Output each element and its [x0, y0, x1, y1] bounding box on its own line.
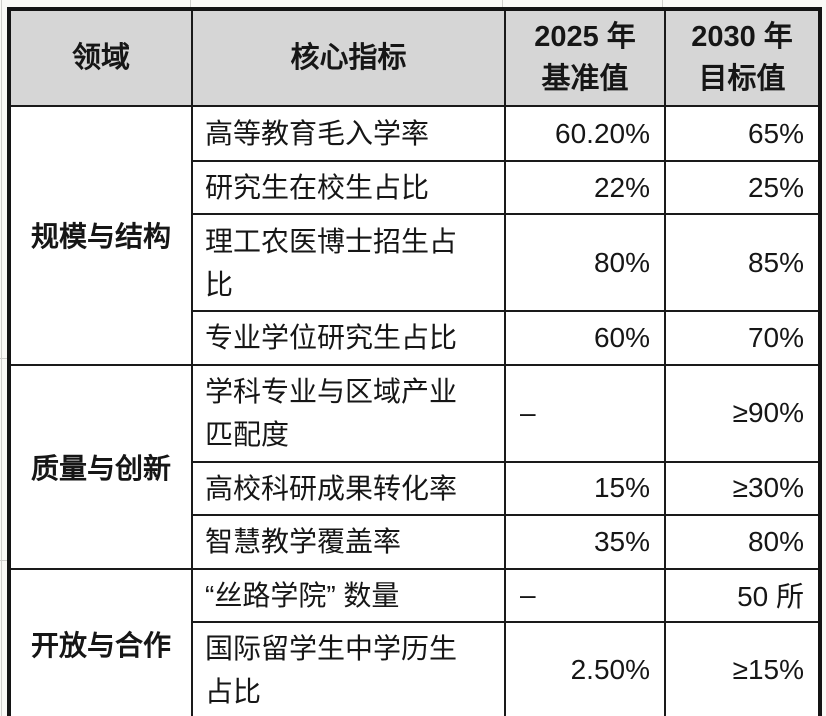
column-header-label: 2025 年 — [534, 20, 636, 53]
gridline-stub — [0, 358, 7, 359]
indicator-cell: 专业学位研究生占比 — [191, 310, 506, 366]
table-body: 规模与结构 高等教育毛入学率 60.20% 65% 研究生在校生占比 22% 25% 理工农医… — [8, 105, 821, 716]
target-value-cell: 65% — [664, 105, 821, 162]
gridline-stub — [0, 560, 7, 561]
gridline-stub — [502, 0, 503, 7]
domain-cell: 规模与结构 — [8, 105, 193, 366]
column-header-label: 核心指标 — [290, 41, 407, 74]
kpi-table: 领域 核心指标 2025 年基准值 2030 年目标值 规模与结构 高等教育毛入学率 60… — [7, 7, 822, 716]
indicator-cell: 研究生在校生占比 — [191, 159, 506, 216]
indicator-cell: 智慧教学覆盖率 — [191, 514, 506, 570]
baseline-value-cell: 60% — [504, 310, 666, 366]
gridline-stub — [190, 0, 191, 7]
column-header-label: 基准值 — [541, 63, 629, 95]
header-row: 领域 核心指标 2025 年基准值 2030 年目标值 — [8, 8, 821, 107]
baseline-value-cell: 80% — [504, 213, 666, 313]
column-header-label: 2030 年 — [691, 20, 793, 53]
baseline-value-cell: – — [504, 567, 666, 623]
baseline-value-cell: – — [504, 363, 666, 463]
column-header-target: 2030 年目标值 — [664, 8, 821, 107]
table-row: 理工农医博士招生占比 80% 85% — [9, 213, 821, 313]
column-header-label: 领域 — [71, 41, 130, 74]
target-value-cell: 50 所 — [664, 567, 821, 623]
indicator-cell: 高等教育毛入学率 — [191, 105, 506, 162]
table-row: 规模与结构 高等教育毛入学率 60.20% 65% — [8, 105, 821, 366]
gridline-stub — [1, 0, 2, 716]
baseline-value-cell: 15% — [504, 460, 666, 517]
domain-cell: 开放与合作 — [8, 567, 193, 716]
column-header-baseline: 2025 年基准值 — [504, 8, 666, 107]
target-value-cell: ≥15% — [664, 620, 821, 716]
table-row: 高校科研成果转化率 15% ≥30% — [9, 460, 821, 517]
domain-cell: 质量与创新 — [8, 363, 193, 570]
table-row: 智慧教学覆盖率 35% 80% — [9, 514, 821, 570]
table-row: 质量与创新 学科专业与区域产业匹配度 – ≥90% — [8, 363, 821, 570]
indicator-cell: 国际留学生中学历生占比 — [191, 620, 506, 716]
baseline-value-cell: 2.50% — [504, 620, 666, 716]
table-row: 研究生在校生占比 22% 25% — [9, 159, 821, 216]
baseline-value-cell: 60.20% — [504, 105, 666, 162]
indicator-cell: 理工农医博士招生占比 — [191, 213, 506, 313]
table-header: 领域 核心指标 2025 年基准值 2030 年目标值 — [8, 8, 821, 107]
gridline-stub — [662, 0, 663, 7]
indicator-cell: “丝路学院” 数量 — [191, 567, 506, 623]
baseline-value-cell: 35% — [504, 514, 666, 570]
column-header-domain: 领域 — [8, 8, 193, 107]
table-row: 开放与合作 “丝路学院” 数量 –50 所 — [8, 567, 821, 716]
target-value-cell: 25% — [664, 159, 821, 216]
indicator-cell: 学科专业与区域产业匹配度 — [191, 363, 506, 463]
table-row: 国际留学生中学历生占比 2.50% ≥15% — [9, 620, 821, 716]
target-value-cell: ≥30% — [664, 460, 821, 517]
table-row: 专业学位研究生占比 60% 70% — [9, 310, 821, 366]
baseline-value-cell: 22% — [504, 159, 666, 216]
target-value-cell: 70% — [664, 310, 821, 366]
target-value-cell: ≥90% — [664, 363, 821, 463]
indicator-cell: 高校科研成果转化率 — [191, 460, 506, 517]
target-value-cell: 80% — [664, 514, 821, 570]
column-header-indicator: 核心指标 — [191, 8, 506, 107]
column-header-label: 目标值 — [698, 63, 786, 95]
target-value-cell: 85% — [664, 213, 821, 313]
